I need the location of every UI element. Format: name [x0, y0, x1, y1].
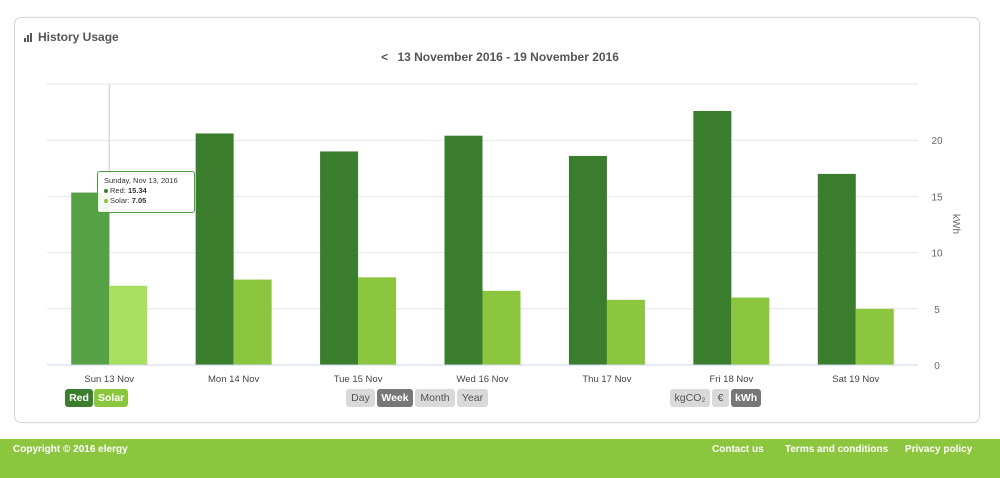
y-tick-label: 0 — [934, 361, 940, 372]
tooltip-solar-label: Solar: — [110, 196, 130, 205]
card-title-label: History Usage — [38, 30, 119, 44]
period-week-button[interactable]: Week — [377, 389, 413, 407]
red-bar — [568, 155, 607, 365]
red-bar — [817, 173, 856, 365]
red-bar — [693, 110, 732, 365]
x-tick-label: Wed 16 Nov — [456, 374, 508, 385]
tooltip-solar-value: 7.05 — [131, 196, 147, 205]
solar-bar — [109, 285, 148, 365]
x-tick-label: Tue 15 Nov — [334, 374, 383, 385]
solar-dot-icon — [104, 199, 108, 204]
x-tick-label: Sun 13 Nov — [84, 374, 134, 385]
solar-bar — [606, 299, 645, 365]
tooltip-red-label: Red: — [110, 186, 126, 195]
date-range-label: 13 November 2016 - 19 November 2016 — [397, 50, 619, 64]
red-bar — [195, 133, 234, 365]
contact-us-link[interactable]: Contact us — [712, 444, 764, 455]
privacy-link[interactable]: Privacy policy — [905, 444, 973, 455]
red-dot-icon — [104, 189, 108, 194]
history-bar-chart: 0 5 10 15 20 kWh Sun 13 Nov Mon 14 Nov Tue 15 No… — [47, 83, 961, 385]
unit-kwh-button[interactable]: kWh — [731, 389, 761, 407]
solar-bar — [731, 297, 770, 365]
period-month-button[interactable]: Month — [415, 389, 455, 407]
card-title: History Usage — [24, 30, 119, 44]
red-bar — [320, 151, 359, 365]
period-year-button[interactable]: Year — [457, 389, 488, 407]
solar-bar — [233, 279, 272, 365]
bar-chart-icon — [24, 32, 32, 42]
solar-bar — [358, 277, 397, 365]
tooltip-title: Sunday, Nov 13, 2016 — [104, 176, 178, 185]
legend-solar-button[interactable]: Solar — [94, 389, 128, 407]
y-tick-label: 15 — [931, 192, 943, 203]
tooltip-red-value: 15.34 — [127, 186, 147, 195]
unit-euro-button[interactable]: € — [712, 389, 729, 407]
x-tick-label: Sat 19 Nov — [832, 374, 879, 385]
x-tick-label: Thu 17 Nov — [582, 374, 631, 385]
y-tick-label: 10 — [931, 249, 943, 260]
y-tick-label: 5 — [934, 305, 940, 316]
footer: Copyright © 2016 elergy Contact us Terms… — [0, 439, 1000, 478]
date-range: < 13 November 2016 - 19 November 2016 — [0, 50, 1000, 64]
solar-bar — [855, 308, 894, 365]
previous-week-button[interactable]: < — [381, 50, 389, 64]
terms-link[interactable]: Terms and conditions — [785, 444, 889, 455]
y-tick-label: 20 — [931, 136, 943, 147]
period-day-button[interactable]: Day — [346, 389, 375, 407]
copyright-text: Copyright © 2016 elergy — [13, 444, 128, 455]
x-tick-label: Fri 18 Nov — [709, 374, 753, 385]
x-tick-label: Mon 14 Nov — [208, 374, 259, 385]
legend-red-button[interactable]: Red — [65, 389, 93, 407]
unit-co2-button[interactable]: kgCO₂ — [670, 389, 710, 407]
red-bar — [71, 192, 110, 365]
red-bar — [444, 135, 483, 365]
chart-tooltip: Sunday, Nov 13, 2016 Red: 15.34 Solar: 7… — [97, 171, 195, 213]
y-axis-label: kWh — [950, 214, 961, 234]
solar-bar — [482, 290, 521, 365]
